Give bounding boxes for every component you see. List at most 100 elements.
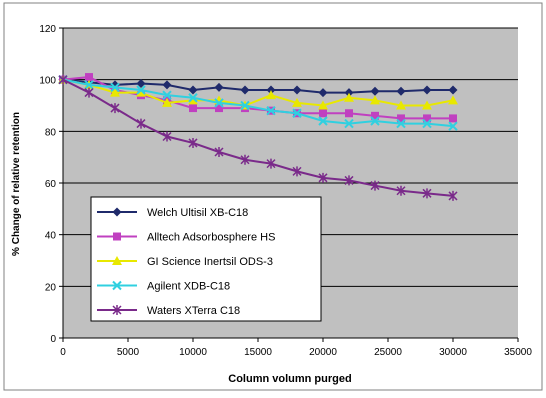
data-point (448, 190, 458, 201)
data-point (240, 154, 250, 165)
data-point (214, 82, 224, 92)
data-point (344, 92, 354, 102)
y-tick-label: 80 (45, 127, 57, 138)
data-point (84, 80, 94, 90)
y-tick-label: 100 (39, 76, 56, 87)
data-point (240, 100, 250, 111)
data-point (318, 172, 328, 183)
data-point (162, 131, 172, 142)
legend-box (90, 196, 322, 322)
series-line (62, 78, 453, 94)
data-point (110, 87, 120, 97)
data-point (240, 85, 250, 95)
data-point (162, 80, 172, 90)
x-tick-label: 25000 (374, 347, 402, 358)
data-point (292, 108, 302, 118)
data-point (318, 88, 328, 98)
data-point (292, 97, 302, 107)
data-point (215, 104, 223, 113)
data-point (136, 85, 146, 95)
data-point (136, 118, 146, 129)
series-line (62, 78, 454, 197)
y-axis-title: % Change of relative retention (11, 112, 22, 256)
x-tick-label: 30000 (439, 347, 467, 358)
legend-item: Welch Ultisil XB-C18 (97, 207, 248, 219)
triangle-icon (112, 256, 122, 265)
data-point (188, 93, 198, 103)
data-point (344, 118, 354, 129)
data-point (370, 86, 380, 96)
data-point (422, 188, 432, 199)
data-point (266, 105, 276, 116)
data-point (319, 109, 327, 118)
x-tick-label: 15000 (244, 347, 272, 358)
legend-item: Agilent XDB-C18 (97, 281, 230, 293)
data-point (344, 88, 354, 98)
y-tick-label: 120 (39, 24, 56, 35)
data-point (396, 118, 406, 129)
data-point (448, 121, 458, 131)
data-point (110, 103, 120, 114)
data-point (423, 114, 431, 123)
x-tick-label: 5000 (117, 347, 140, 358)
legend-label: Waters XTerra C18 (147, 305, 240, 317)
data-point (396, 185, 406, 196)
data-point (110, 82, 120, 93)
x-tick-label: 10000 (179, 347, 207, 358)
data-point (448, 95, 458, 105)
data-point (188, 85, 198, 95)
y-tick-label: 20 (45, 282, 57, 293)
data-point (371, 111, 379, 120)
data-point (189, 104, 197, 113)
y-tick-label: 40 (45, 231, 57, 242)
data-point (266, 158, 276, 169)
data-point (188, 95, 198, 105)
legend-label: Welch Ultisil XB-C18 (147, 207, 248, 219)
series-layer (58, 73, 458, 201)
data-point (370, 180, 380, 191)
legend: Welch Ultisil XB-C18 Alltech Adsorbospher… (90, 196, 322, 322)
x-axis-title: Column volumn purged (228, 373, 351, 385)
chart-border (3, 2, 543, 391)
data-point (162, 97, 172, 107)
data-point (292, 85, 302, 95)
data-point (397, 114, 405, 123)
data-point (318, 100, 328, 110)
x-tick-label: 35000 (504, 347, 532, 358)
data-point (214, 98, 224, 108)
data-point (345, 109, 353, 118)
data-point (214, 147, 224, 157)
data-point (58, 74, 68, 85)
asterisk-icon (112, 305, 122, 315)
data-point (292, 166, 302, 177)
data-point (396, 100, 406, 110)
data-point (449, 114, 457, 123)
legend-label: Agilent XDB-C18 (147, 281, 230, 293)
x-icon (112, 280, 122, 291)
data-point (266, 90, 276, 100)
legend-item: Waters XTerra C18 (97, 305, 240, 317)
diamond-icon (112, 207, 122, 217)
legend-label: Alltech Adsorbosphere HS (147, 232, 275, 244)
data-point (266, 85, 276, 95)
data-point (396, 86, 406, 96)
legend-item: GI Science Inertsil ODS-3 (97, 256, 273, 268)
series-5 (58, 74, 458, 201)
legend-label: GI Science Inertsil ODS-3 (147, 256, 273, 268)
data-point (136, 79, 146, 89)
data-point (422, 85, 432, 95)
data-point (85, 73, 93, 82)
data-point (370, 116, 380, 126)
square-icon (113, 232, 121, 241)
y-tick-label: 60 (45, 179, 57, 190)
data-point (344, 175, 354, 186)
data-point (136, 87, 146, 97)
data-point (422, 118, 432, 129)
x-tick-label: 20000 (309, 347, 337, 358)
data-point (188, 137, 198, 148)
data-point (370, 95, 380, 105)
y-tick-label: 0 (50, 334, 56, 345)
data-point (422, 100, 432, 110)
